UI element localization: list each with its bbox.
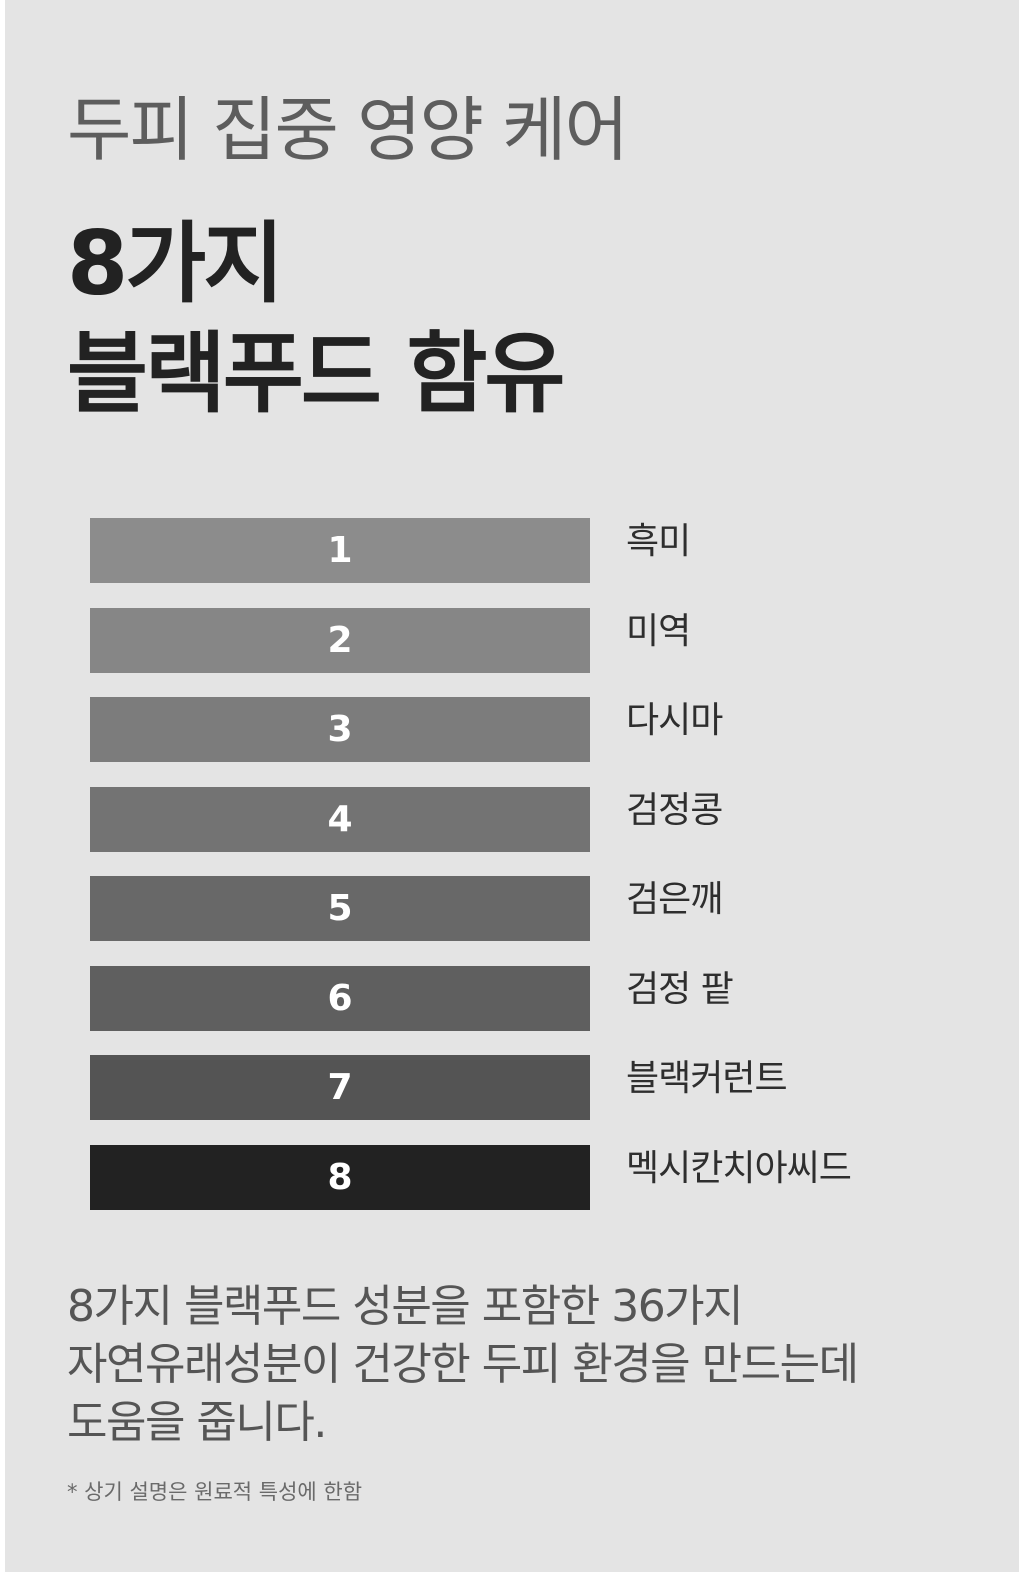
description-line-3: 도움을 줍니다.	[67, 1397, 327, 1448]
ingredient-number-bar: 2	[90, 607, 590, 673]
ingredient-row: 7 블랙커런트	[90, 1055, 950, 1120]
ingredient-row: 1 흑미	[90, 518, 950, 583]
ingredient-name: 검정 팥	[626, 968, 734, 1010]
ingredient-row: 2 미역	[90, 607, 950, 673]
ingredient-name: 검정콩	[626, 789, 723, 831]
headline-line-2: 블랙푸드 함유	[67, 322, 565, 425]
ingredient-name: 멕시칸치아씨드	[626, 1147, 852, 1189]
ingredient-number-bar: 1	[90, 518, 590, 583]
ingredient-number-bar: 5	[90, 876, 590, 941]
ingredient-name: 미역	[626, 610, 691, 652]
headline-line-1: 8가지	[67, 212, 284, 315]
description-line-1: 8가지 블랙푸드 성분을 포함한 36가지	[67, 1281, 744, 1332]
ingredient-list: 1 흑미 2 미역 3 다시마 4 검정콩 5 검은깨 6 검정 팥 7 블랙커…	[90, 518, 950, 1234]
ingredient-number-bar: 6	[90, 965, 590, 1031]
ingredient-name: 흑미	[626, 521, 691, 562]
ingredient-row: 3 다시마	[90, 697, 950, 762]
ingredient-number-bar: 4	[90, 786, 590, 852]
ingredient-number-bar: 8	[90, 1144, 590, 1210]
ingredient-row: 6 검정 팥	[90, 965, 950, 1031]
ingredient-row: 4 검정콩	[90, 786, 950, 852]
ingredient-name: 다시마	[626, 700, 723, 741]
ingredient-name: 블랙커런트	[626, 1058, 788, 1099]
subtitle: 두피 집중 영양 케어	[67, 89, 629, 171]
ingredient-number-bar: 7	[90, 1055, 590, 1120]
ingredient-row: 8 멕시칸치아씨드	[90, 1144, 950, 1210]
footnote: * 상기 설명은 원료적 특성에 한함	[67, 1480, 363, 1504]
ingredient-number-bar: 3	[90, 697, 590, 762]
description: 8가지 블랙푸드 성분을 포함한 36가지 자연유래성분이 건강한 두피 환경을…	[67, 1278, 859, 1452]
description-line-2: 자연유래성분이 건강한 두피 환경을 만드는데	[67, 1339, 859, 1390]
ingredient-name: 검은깨	[626, 879, 723, 920]
ingredient-row: 5 검은깨	[90, 876, 950, 941]
content-panel: 두피 집중 영양 케어 8가지 블랙푸드 함유 1 흑미 2 미역 3 다시마 …	[5, 0, 1019, 1572]
